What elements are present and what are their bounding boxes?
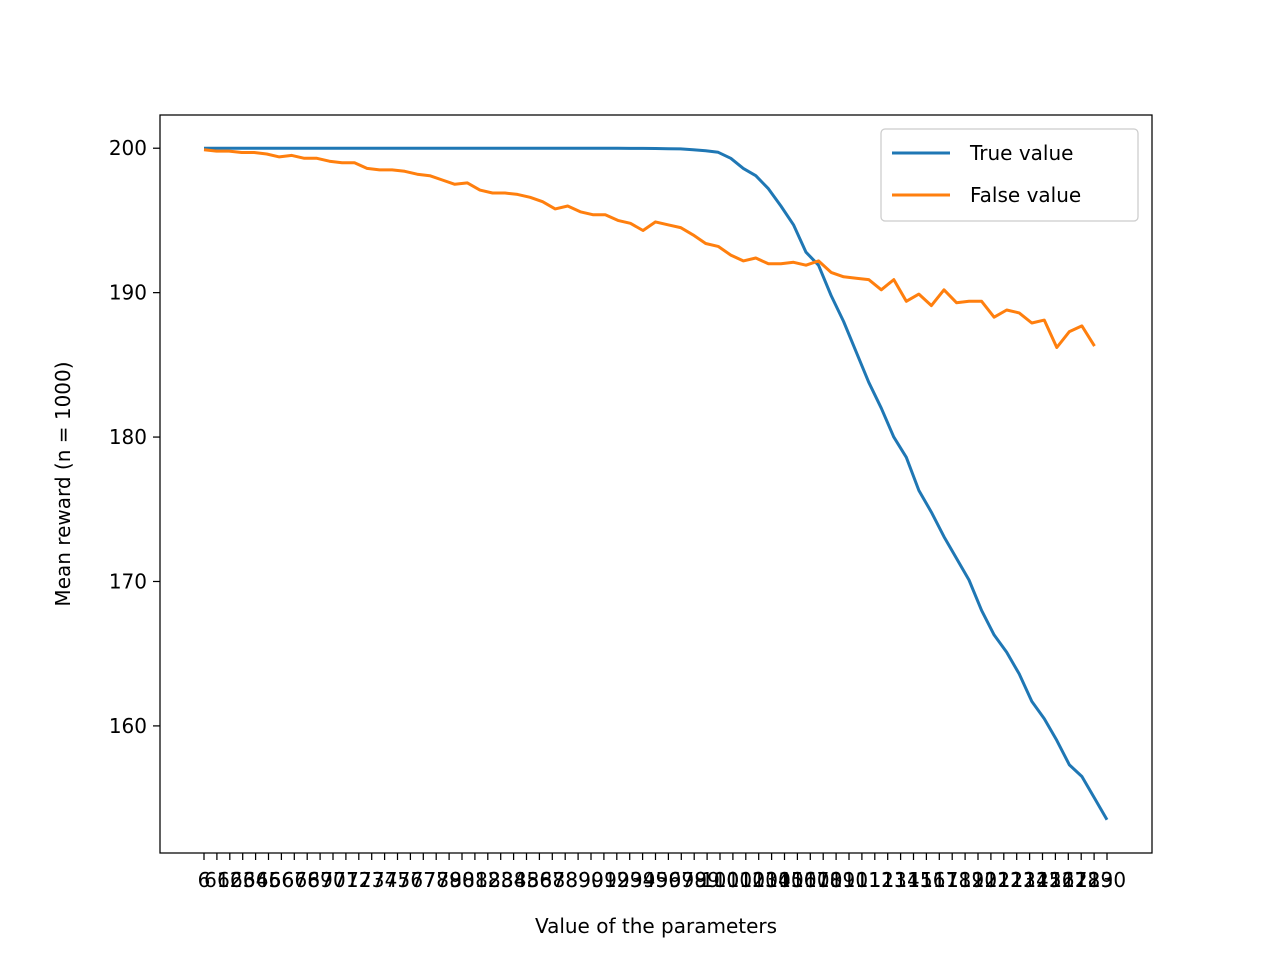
plot-area-frame (159, 114, 1153, 854)
x-tick-label: 114 (882, 868, 920, 892)
x-tick-label: 6 (198, 868, 211, 892)
x-tick-label: 110 (830, 868, 868, 892)
x-tick-label: 109 (817, 868, 855, 892)
y-tick-label: 170 (109, 569, 147, 593)
x-tick-label: 75 (385, 868, 410, 892)
x-tick-label: 61 (204, 868, 229, 892)
x-tick-label: 116 (907, 868, 945, 892)
x-tick-label: 119 (946, 868, 984, 892)
x-tick-label: 95 (643, 868, 668, 892)
x-tick-label: 82 (475, 868, 500, 892)
series-line-false-value (203, 148, 1096, 349)
x-tick-label: 104 (753, 868, 791, 892)
x-tick-label: 126 (1036, 868, 1074, 892)
x-tick-label: 79 (436, 868, 461, 892)
x-tick-label: 118 (933, 868, 971, 892)
y-tick-label: 190 (109, 281, 147, 305)
x-tick-label: 77 (411, 868, 436, 892)
series-lines (203, 146, 1109, 821)
x-tick-label: 106 (778, 868, 816, 892)
x-tick-label: 70 (320, 868, 345, 892)
x-tick-label: 125 (1023, 868, 1061, 892)
x-tick-label: 91 (591, 868, 616, 892)
x-tick-label: 89 (565, 868, 590, 892)
x-tick-label: 64 (243, 868, 268, 892)
legend: True value False value (880, 128, 1139, 222)
x-tick-label: 62 (217, 868, 242, 892)
x-tick-label: 80 (449, 868, 474, 892)
x-tick-label: 86 (527, 868, 552, 892)
x-tick-label: 78 (423, 868, 448, 892)
x-tick-label: 111 (843, 868, 881, 892)
x-tick-label: 83 (488, 868, 513, 892)
x-tick-label: 81 (462, 868, 487, 892)
y-axis-ticks: 160 170 180 190 200 (109, 136, 160, 738)
x-tick-label: 87 (540, 868, 565, 892)
x-tick-label: 128 (1062, 868, 1100, 892)
x-tick-label: 88 (552, 868, 577, 892)
legend-label-false-value: False value (970, 183, 1081, 207)
x-tick-label: 127 (1049, 868, 1087, 892)
x-tick-label: 71 (333, 868, 358, 892)
x-axis-label: Value of the parameters (535, 914, 777, 938)
x-tick-label: 100 (701, 868, 739, 892)
x-tick-label: 98 (681, 868, 706, 892)
x-axis-ticks: 6616263646566676869707172737475767778798… (198, 853, 1126, 892)
x-tick-label: 93 (617, 868, 642, 892)
legend-label-true-value: True value (969, 141, 1073, 165)
x-tick-label: 112 (856, 868, 894, 892)
x-tick-label: 92 (604, 868, 629, 892)
x-tick-label: 99 (694, 868, 719, 892)
y-tick-label: 160 (109, 714, 147, 738)
x-tick-label: 69 (307, 868, 332, 892)
x-tick-label: 103 (740, 868, 778, 892)
x-tick-label: 97 (669, 868, 694, 892)
x-tick-label: 129 (1075, 868, 1113, 892)
x-tick-label: 115 (894, 868, 932, 892)
x-tick-label: 65 (256, 868, 281, 892)
x-tick-label: 113 (869, 868, 907, 892)
x-tick-label: 107 (791, 868, 829, 892)
x-tick-label: 117 (920, 868, 958, 892)
x-tick-label: 67 (282, 868, 307, 892)
x-tick-label: 73 (359, 868, 384, 892)
x-tick-label: 96 (656, 868, 681, 892)
x-tick-label: 102 (727, 868, 765, 892)
y-tick-label: 200 (109, 136, 147, 160)
x-tick-label: 68 (294, 868, 319, 892)
x-tick-label: 66 (269, 868, 294, 892)
x-tick-label: 84 (501, 868, 526, 892)
series-line-true-value (204, 146, 1109, 821)
x-tick-label: 130 (1088, 868, 1126, 892)
x-tick-label: 94 (630, 868, 655, 892)
x-tick-label: 90 (578, 868, 603, 892)
x-tick-label: 123 (998, 868, 1036, 892)
x-tick-label: 63 (230, 868, 255, 892)
y-axis-label: Mean reward (n = 1000) (51, 361, 75, 606)
x-tick-label: 101 (714, 868, 752, 892)
x-tick-label: 108 (804, 868, 842, 892)
x-tick-label: 105 (765, 868, 803, 892)
x-tick-label: 122 (985, 868, 1023, 892)
x-tick-label: 121 (972, 868, 1010, 892)
x-tick-label: 85 (514, 868, 539, 892)
x-tick-label: 124 (1011, 868, 1049, 892)
x-tick-label: 74 (372, 868, 397, 892)
x-tick-label: 120 (959, 868, 997, 892)
x-tick-label: 76 (398, 868, 423, 892)
y-tick-label: 180 (109, 425, 147, 449)
x-tick-label: 72 (346, 868, 371, 892)
